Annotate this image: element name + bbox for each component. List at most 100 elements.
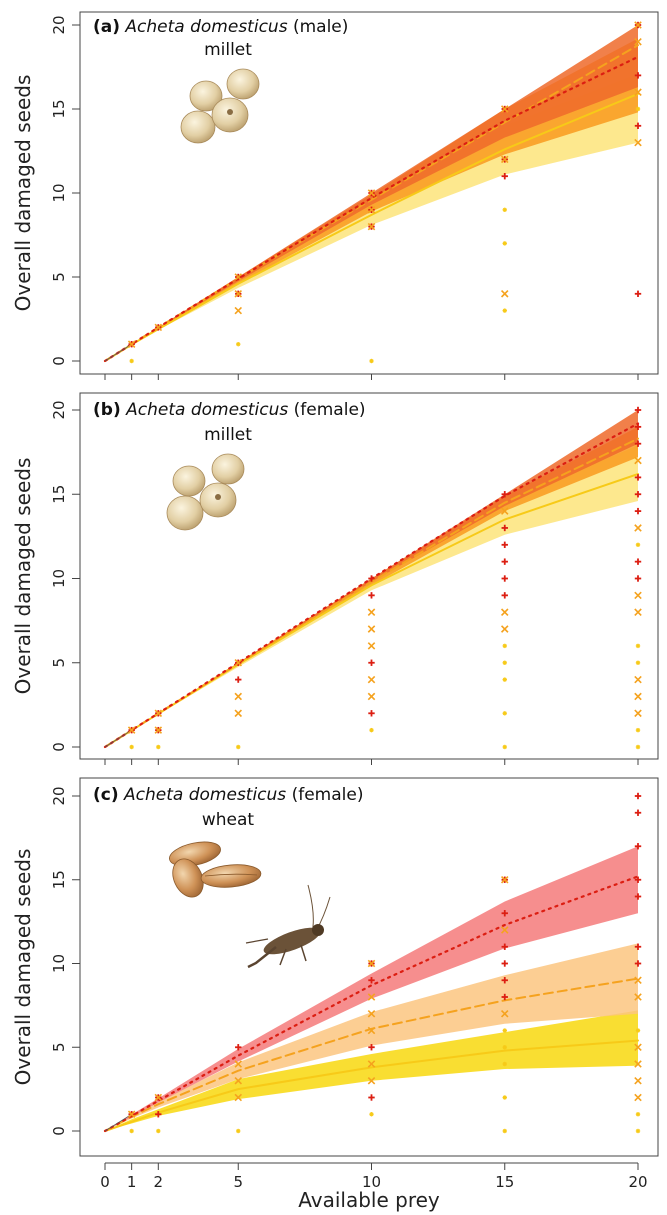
- y-tick-label: 20: [50, 400, 68, 419]
- panel-b-frame: [79, 392, 659, 760]
- point-plus-red: [634, 440, 642, 447]
- point-star-yellow: [635, 1128, 641, 1134]
- point-cross-orange: [500, 1009, 509, 1018]
- panel-b-title-prefix: (b): [93, 400, 121, 420]
- point-cross-orange: [634, 976, 642, 985]
- point-plus-red: [501, 575, 508, 582]
- panel-c-seed-label: wheat: [202, 810, 255, 830]
- panel-a-points: [127, 21, 642, 364]
- panel-b: 0 5 10 15 20 Overall damaged seeds (b) Achet…: [11, 392, 659, 760]
- panel-a-title: (a) Acheta domesticus (male): [93, 17, 348, 37]
- panel-b-title: (b) Acheta domesticus (female): [93, 400, 366, 420]
- y-tick-label: 15: [50, 99, 68, 118]
- band-orange: [105, 943, 638, 1131]
- point-cross-orange: [500, 507, 509, 515]
- point-star-yellow: [156, 744, 161, 750]
- point-plus-red: [368, 1094, 375, 1101]
- point-star-yellow: [635, 106, 641, 112]
- point-plus-red: [235, 676, 242, 683]
- point-plus-red: [501, 173, 508, 180]
- point-cross-orange: [154, 1093, 163, 1102]
- point-plus-red: [368, 575, 375, 582]
- point-star-yellow: [635, 1028, 641, 1033]
- band-yellow: [105, 1010, 638, 1131]
- point-star-yellow: [129, 744, 134, 750]
- point-cross-orange: [634, 88, 642, 96]
- point-plus-red: [634, 122, 642, 129]
- point-cross-orange: [234, 273, 243, 281]
- point-cross-orange: [500, 875, 509, 884]
- panel-c-title-species: Acheta domesticus: [123, 785, 286, 805]
- point-plus-red: [368, 659, 375, 666]
- x-tick-label: 20: [628, 1173, 647, 1191]
- point-cross-orange: [367, 222, 376, 231]
- point-star-yellow: [502, 308, 507, 313]
- point-star-yellow: [156, 1128, 161, 1134]
- point-plus-red: [501, 960, 508, 967]
- point-plus-red: [368, 710, 375, 717]
- point-plus-red: [634, 491, 642, 498]
- point-cross-orange: [634, 675, 642, 684]
- point-cross-orange: [234, 692, 243, 701]
- panel-a-title-prefix: (a): [93, 17, 120, 37]
- panel-b-points: [127, 406, 642, 750]
- point-cross-orange: [634, 993, 642, 1001]
- point-cross-orange: [367, 692, 376, 701]
- point-cross-orange: [367, 608, 376, 616]
- point-plus-red: [634, 876, 642, 883]
- millet-seeds-image-a: [180, 68, 260, 144]
- y-tick-label: 10: [50, 183, 68, 202]
- point-star-yellow: [129, 358, 134, 364]
- point-star-yellow: [369, 1112, 374, 1117]
- point-plus-red: [501, 977, 508, 984]
- point-plus-red: [501, 541, 508, 548]
- panel-a-seed-label: millet: [204, 40, 252, 60]
- x-tick-label: 0: [100, 1173, 110, 1191]
- point-cross-orange: [234, 1076, 243, 1085]
- panel-a: 0 5 10 15 20 Overall damaged seeds (a) Achet…: [11, 11, 659, 375]
- point-plus-red: [501, 524, 508, 532]
- point-cross-orange: [367, 1060, 376, 1068]
- y-tick-label: 15: [50, 485, 68, 504]
- point-star-yellow: [502, 1045, 507, 1050]
- point-cross-orange: [634, 692, 642, 701]
- panel-c-bands: [105, 846, 638, 1131]
- point-cross-orange: [367, 189, 376, 197]
- panel-b-ylabel: Overall damaged seeds: [11, 458, 35, 695]
- point-cross-orange: [234, 290, 243, 298]
- panel-c-title-sex: (female): [292, 785, 364, 805]
- point-star-yellow: [369, 727, 374, 733]
- point-cross-orange: [634, 1043, 642, 1052]
- point-cross-orange: [634, 591, 642, 600]
- point-cross-orange: [234, 658, 243, 667]
- point-star-yellow: [502, 660, 507, 665]
- point-cross-orange: [500, 926, 509, 934]
- point-cross-orange: [500, 105, 509, 113]
- x-ticks: 0 1 2 5 10 15 20: [100, 374, 648, 1191]
- x-axis-label: Available prey: [298, 1188, 440, 1212]
- panel-c-title-prefix: (c): [93, 785, 119, 805]
- point-cross-orange: [154, 726, 163, 734]
- point-plus-red: [501, 910, 508, 917]
- point-cross-orange: [234, 306, 243, 315]
- point-plus-red: [501, 943, 508, 950]
- point-cross-orange: [234, 1060, 243, 1068]
- point-cross-orange: [367, 959, 376, 968]
- point-plus-red: [634, 943, 642, 950]
- point-plus-red: [634, 558, 642, 565]
- band-yellow: [105, 445, 638, 747]
- x-tick-label: 15: [495, 1173, 514, 1191]
- point-cross-orange: [234, 1093, 243, 1102]
- curve-yellow-solid: [104, 1039, 639, 1132]
- point-plus-red: [634, 792, 642, 800]
- point-plus-red: [634, 809, 642, 816]
- wheat-grains-image: [169, 841, 262, 898]
- point-plus-red: [634, 893, 642, 900]
- origin-segment: [104, 729, 132, 748]
- point-plus-red: [235, 1044, 242, 1051]
- point-cross-orange: [127, 340, 136, 348]
- panel-a-title-sex: (male): [293, 17, 348, 37]
- point-cross-orange: [500, 608, 509, 616]
- band-red: [105, 846, 638, 1131]
- point-plus-red: [501, 993, 508, 1001]
